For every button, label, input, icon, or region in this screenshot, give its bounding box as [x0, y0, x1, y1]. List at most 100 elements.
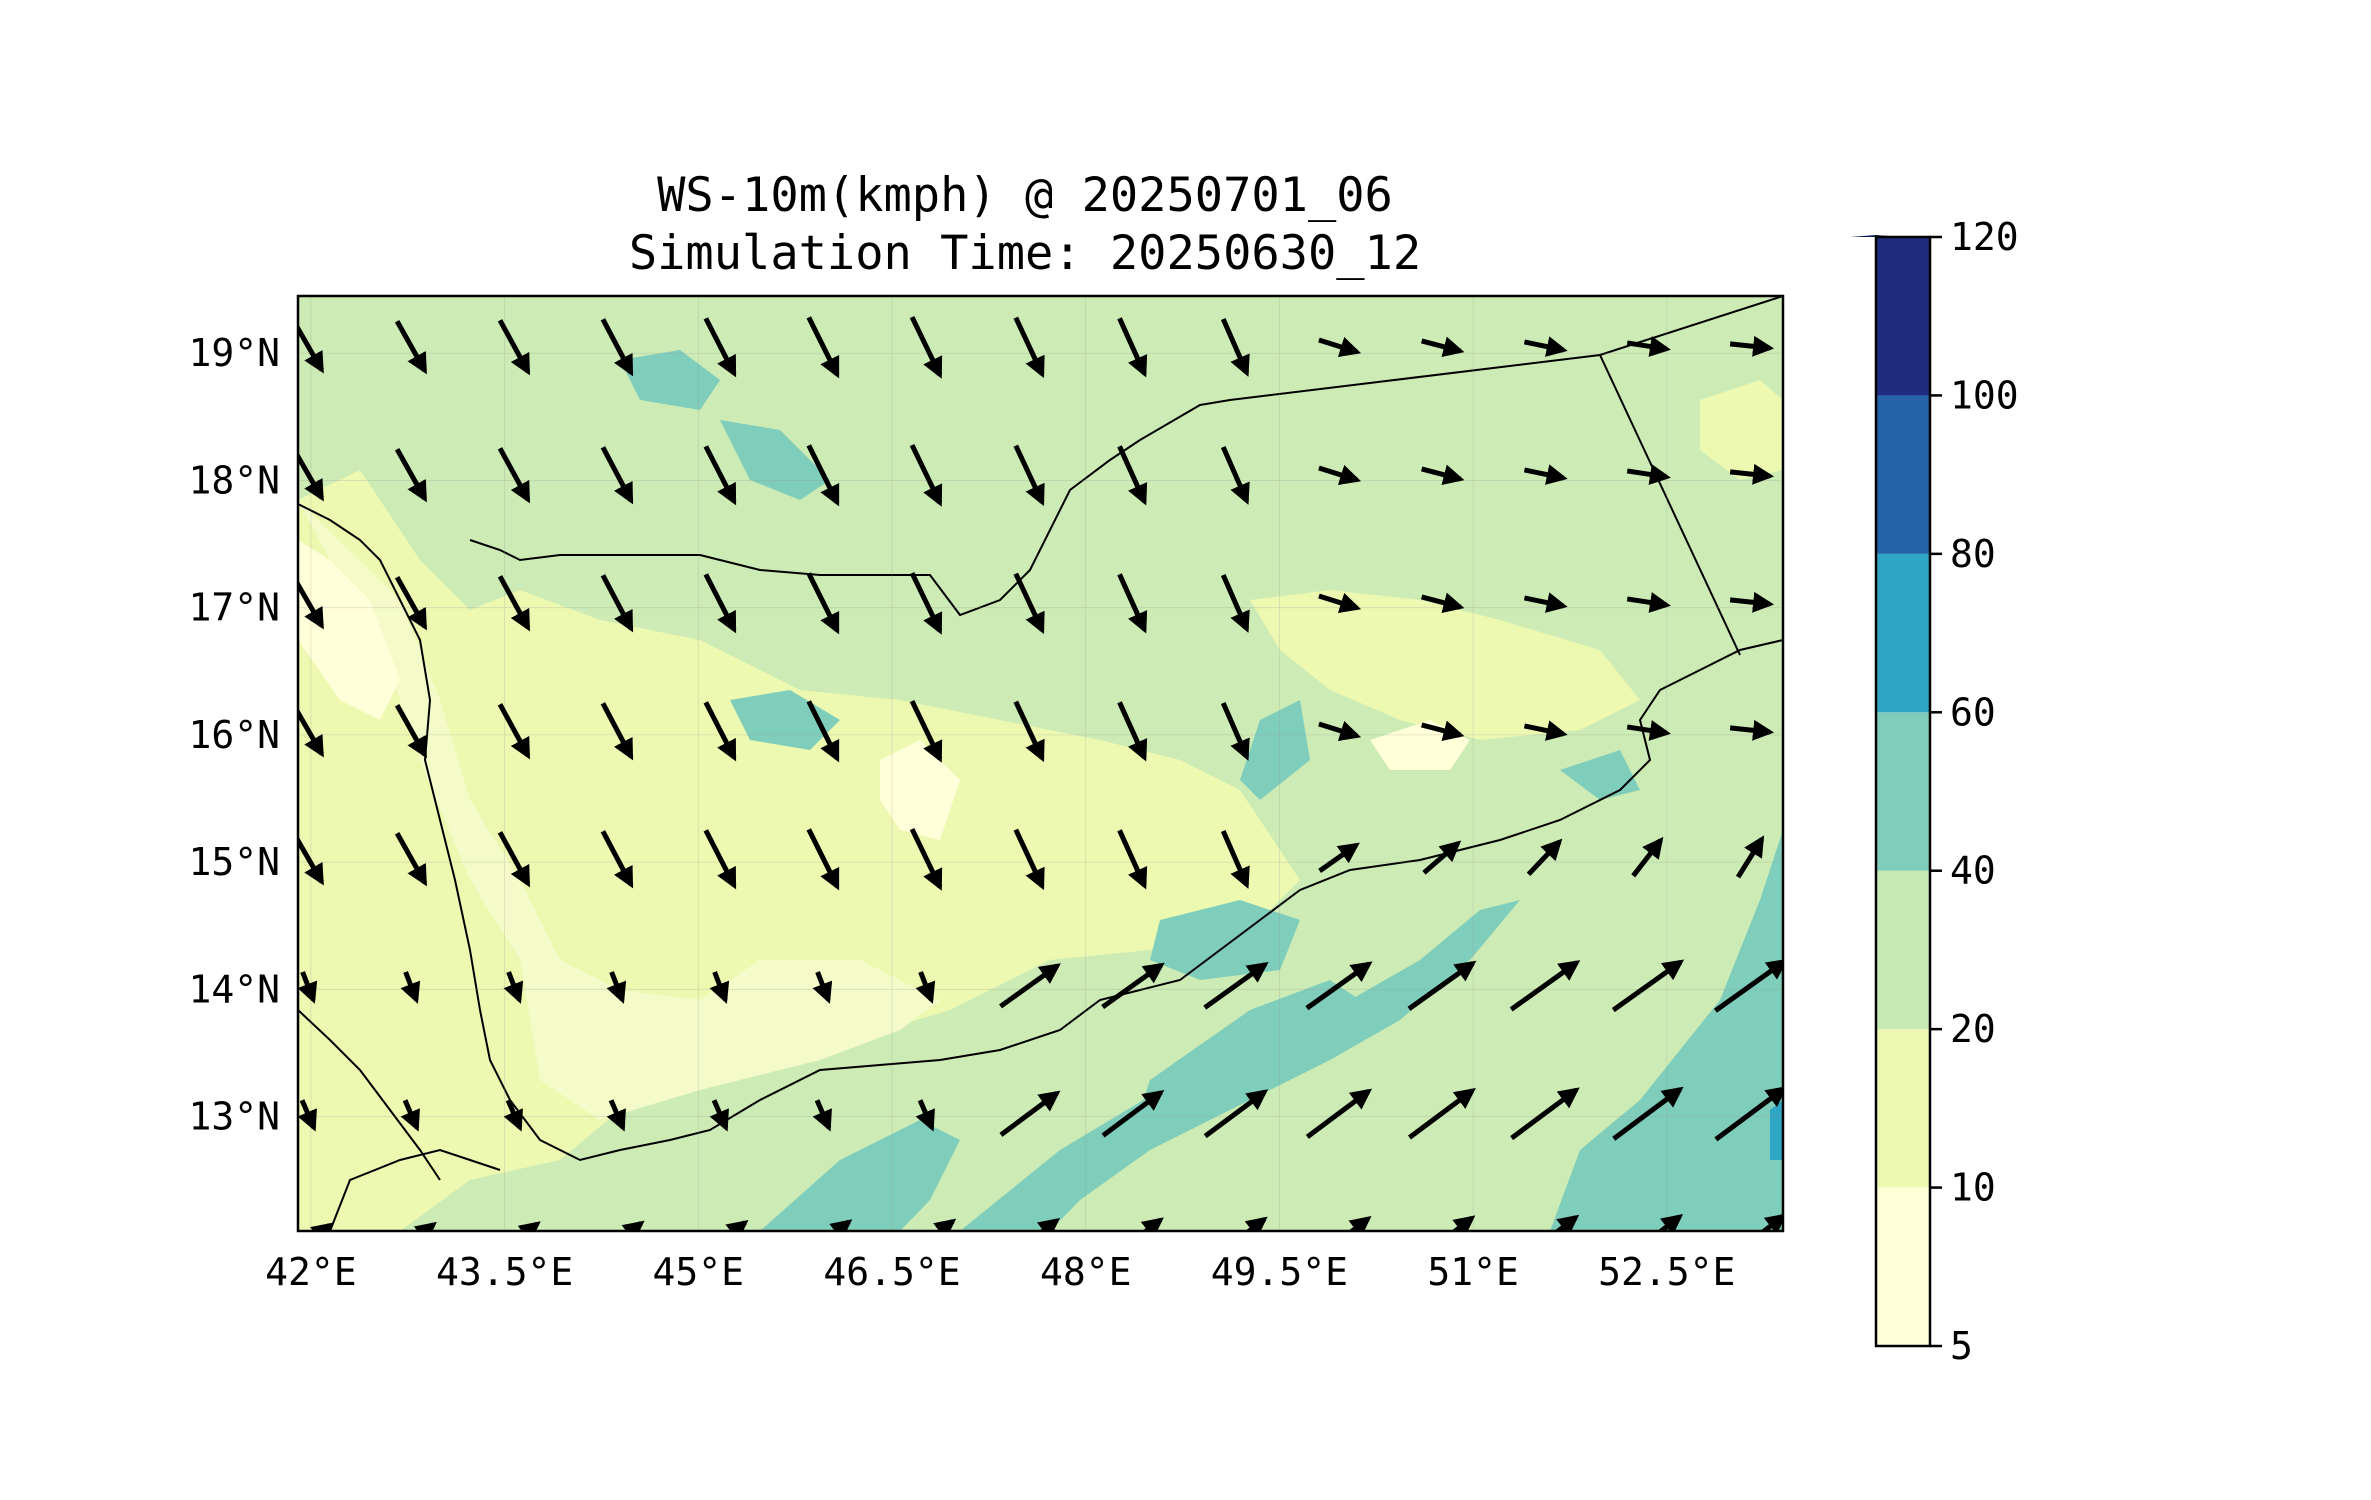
- wind-arrow: [1612, 1086, 1684, 1141]
- wind-arrow: [933, 1218, 957, 1231]
- wind-arrow: [703, 701, 737, 762]
- wind-arrow: [1305, 961, 1373, 1011]
- y-tick-label: 13°N: [188, 1095, 280, 1139]
- wind-arrow: [695, 1350, 744, 1390]
- wind-arrow: [909, 315, 943, 379]
- wind-arrow: [1318, 592, 1362, 613]
- wind-arrow: [806, 316, 840, 379]
- wind-arrow: [1036, 1217, 1060, 1231]
- x-tick-label: 42°E: [265, 1250, 357, 1294]
- wind-arrow: [1104, 1475, 1159, 1500]
- wind-arrow: [1451, 1215, 1476, 1231]
- wind-arrow: [1305, 1088, 1373, 1139]
- wind-arrow: [491, 1351, 537, 1388]
- wind-arrow: [394, 448, 428, 503]
- wind-arrow: [812, 1099, 832, 1132]
- wind-arrow: [1002, 1348, 1056, 1392]
- map-frame: [296, 294, 1785, 1233]
- colorbar-band: [1876, 1029, 1930, 1188]
- wind-arrow: [829, 1219, 853, 1231]
- wind-arrow: [1611, 959, 1685, 1013]
- wind-arrow: [400, 1099, 420, 1132]
- wind-arrow: [703, 829, 737, 890]
- x-tick-label: 52.5°E: [1598, 1250, 1735, 1294]
- colorbar-label: 100: [1950, 373, 2019, 417]
- wind-arrow: [497, 831, 531, 888]
- wind-arrow: [1203, 1089, 1269, 1139]
- wind-arrow: [1244, 1216, 1268, 1231]
- wind-arrow: [1631, 836, 1664, 878]
- axis-ticks: 42°E 43.5°E 45°E 46.5°E 48°E 49.5°E 51°E 52.5°E…: [188, 331, 1735, 1294]
- contour-40-60-band: [960, 900, 1520, 1231]
- contour-60-80: [1770, 1100, 1783, 1160]
- wind-arrow: [806, 444, 840, 507]
- wind-arrow: [797, 1349, 848, 1390]
- y-tick-label: 19°N: [188, 331, 280, 375]
- wind-arrow: [1729, 591, 1775, 613]
- wind-arrow: [1523, 336, 1568, 357]
- wind-arrow: [1526, 838, 1563, 877]
- colorbar-label: 120: [1950, 215, 2019, 259]
- wind-arrow: [503, 971, 524, 1004]
- wind-arrow: [1013, 700, 1045, 763]
- wind-arrow: [1013, 828, 1045, 891]
- wind-arrow: [1729, 335, 1775, 357]
- wind-arrow: [1220, 445, 1250, 505]
- wind-arrow: [1509, 960, 1581, 1012]
- wind-arrow: [298, 1099, 317, 1132]
- contour-10-20-inner: [298, 500, 940, 1120]
- wind-arrow: [491, 1479, 536, 1500]
- wind-arrow: [1104, 1347, 1160, 1392]
- wind-arrow: [497, 447, 531, 504]
- wind-arrow: [725, 1219, 749, 1231]
- wind-arrow: [1523, 592, 1568, 613]
- wind-arrow: [389, 1352, 433, 1388]
- wind-arrow: [1421, 592, 1465, 613]
- wind-arrow: [1348, 1216, 1372, 1231]
- wind-arrow: [1411, 1473, 1471, 1500]
- wind-arrow: [999, 1090, 1061, 1137]
- wind-arrow: [806, 700, 840, 763]
- wind-arrow: [1422, 840, 1462, 875]
- wind-arrow: [703, 573, 737, 634]
- wind-arrow: [1117, 573, 1148, 634]
- wind-arrow: [1117, 829, 1148, 890]
- wind-arrow: [394, 576, 428, 631]
- contour-40-60-h: [1560, 750, 1640, 800]
- wind-arrow: [1626, 720, 1671, 741]
- wind-arrow: [1410, 1345, 1471, 1394]
- wind-arrow: [798, 1477, 848, 1500]
- wind-arrow: [709, 971, 730, 1004]
- wind-arrow: [900, 1349, 953, 1392]
- wind-arrow: [1713, 958, 1783, 1013]
- wind-arrow: [1318, 464, 1362, 485]
- colorbar-band: [1876, 395, 1930, 554]
- wind-arrow: [1117, 317, 1148, 378]
- wind-arrow: [909, 827, 943, 891]
- wind-arrow: [1220, 317, 1250, 377]
- yemen-oman-border: [1599, 354, 1741, 656]
- wind-arrow: [1717, 1343, 1783, 1396]
- wind-arrow: [1206, 1347, 1264, 1394]
- wind-arrow: [497, 575, 531, 632]
- colorbar-label: 5: [1950, 1324, 1973, 1368]
- wind-arrow: [1421, 720, 1465, 741]
- wind-arrow: [287, 1353, 330, 1388]
- wind-arrow: [1308, 1346, 1367, 1394]
- gridlines: [298, 296, 1783, 1231]
- colorbar-frame: [1874, 235, 1932, 1348]
- wind-arrow: [909, 699, 943, 763]
- wind-arrow: [1407, 960, 1477, 1011]
- wind-arrow: [1626, 464, 1671, 485]
- colorbar: 5 10 20 40 60 80 100 120: [1850, 215, 2019, 1368]
- wind-arrow: [1523, 464, 1568, 485]
- wind-arrow: [1735, 835, 1765, 879]
- wind-arrow: [1140, 1217, 1164, 1231]
- wind-arrow: [1013, 572, 1045, 635]
- wind-arrow: [806, 572, 840, 635]
- wind-arrow: [497, 319, 531, 376]
- wind-arrow: [1760, 1213, 1783, 1231]
- wind-arrow: [1318, 336, 1362, 357]
- wind-arrow: [503, 1099, 523, 1132]
